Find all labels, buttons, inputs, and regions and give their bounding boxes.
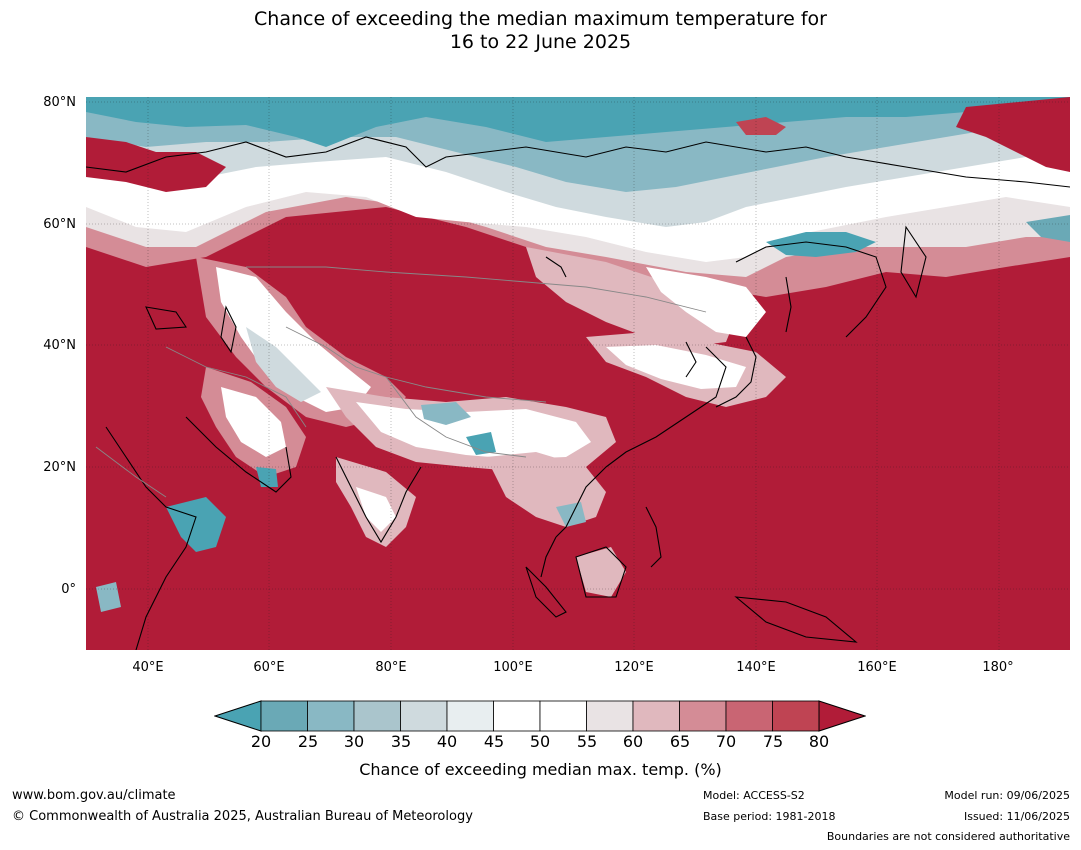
colorbar-bin-35-40 <box>400 700 448 732</box>
tibet-cool-2 <box>466 432 496 455</box>
coast-baikal <box>545 256 567 278</box>
coast-japan <box>715 336 757 408</box>
lon-label-160e: 160°E <box>857 660 897 675</box>
colorbar-tick-25: 25 <box>297 732 319 751</box>
coast-okhotsk <box>735 241 887 338</box>
lon-label-60e: 60°E <box>253 660 285 675</box>
website-link[interactable]: www.bom.gov.au/climate <box>12 788 176 803</box>
colorbar <box>214 700 866 732</box>
title-line-1: Chance of exceeding the median maximum t… <box>254 8 827 30</box>
eastasia-white <box>606 345 746 389</box>
coast-borneo <box>575 546 627 598</box>
colorbar-label: Chance of exceeding median max. temp. (%… <box>359 760 722 779</box>
coast-africa <box>105 426 197 650</box>
lon-label-140e: 140°E <box>736 660 776 675</box>
arctic-warm-patch-taimyr <box>736 117 786 135</box>
colorbar-bin-20-25 <box>260 700 308 732</box>
coast-caspian <box>220 305 237 354</box>
coast-arctic <box>86 136 1070 188</box>
coast-sumatra <box>525 566 567 618</box>
arctic-warm-patch-west <box>86 137 226 192</box>
borneo-65 <box>576 547 626 597</box>
colorbar-bin-45-50 <box>493 700 541 732</box>
coast-china <box>605 346 727 468</box>
country-borders <box>95 266 707 498</box>
colorbar-tick-60: 60 <box>622 732 644 751</box>
band-arctic-20 <box>86 97 1070 147</box>
colorbar-bin-25-30 <box>307 700 355 732</box>
central-asia-white <box>216 267 371 412</box>
boundaries-disclaimer: Boundaries are not considered authoritat… <box>826 830 1070 843</box>
lon-label-180: 180° <box>982 660 1014 675</box>
colorbar-bin-40-45 <box>446 700 494 732</box>
colorbar-tick-75: 75 <box>762 732 784 751</box>
coastlines <box>86 136 1070 650</box>
colorbar-bin-65-70 <box>679 700 727 732</box>
pacific-cool-edge <box>1026 215 1070 242</box>
colorbar-bin-75-80 <box>772 700 820 732</box>
mideast-white <box>221 387 286 457</box>
colorbar-bin-55-60 <box>586 700 634 732</box>
anomaly-map <box>86 97 1070 650</box>
coast-malaya <box>540 536 557 578</box>
mongolia-65 <box>526 247 736 347</box>
arctic-warm-patch-east <box>956 97 1070 172</box>
colorbar-tick-50: 50 <box>529 732 551 751</box>
colorbar-tick-40: 40 <box>436 732 458 751</box>
map-svg <box>86 97 1070 650</box>
coast-indochina <box>555 466 607 538</box>
colorbar-high-arrow <box>818 700 866 732</box>
colorbar-tick-20: 20 <box>250 732 272 751</box>
lon-label-40e: 40°E <box>132 660 164 675</box>
east-africa-cool <box>96 582 121 612</box>
coast-arabia <box>185 416 292 493</box>
horn-africa-cool <box>166 497 226 552</box>
lat-label-60n: 60°N <box>43 217 76 232</box>
colorbar-bin-50-55 <box>539 700 587 732</box>
issued-date: Issued: 11/06/2025 <box>963 810 1070 823</box>
colorbar-tick-70: 70 <box>715 732 737 751</box>
indochina-cool <box>556 502 586 527</box>
colorbar-tick-35: 35 <box>390 732 412 751</box>
colorbar-tick-55: 55 <box>576 732 598 751</box>
lon-label-120e: 120°E <box>614 660 654 675</box>
colorbar-tick-65: 65 <box>669 732 691 751</box>
coast-philippines <box>645 506 662 568</box>
lat-label-20n: 20°N <box>43 460 76 475</box>
colorbar-bin-30-35 <box>353 700 401 732</box>
lon-label-100e: 100°E <box>493 660 533 675</box>
colorbar-bin-70-75 <box>725 700 773 732</box>
colorbar-tick-30: 30 <box>343 732 365 751</box>
manchuria-white <box>646 267 766 337</box>
model-name: Model: ACCESS-S2 <box>703 789 805 802</box>
colorbar-tick-45: 45 <box>483 732 505 751</box>
tibet-cool-1 <box>421 402 471 425</box>
copyright-text: © Commonwealth of Australia 2025, Austra… <box>12 809 473 824</box>
okhotsk-cool-patch <box>766 232 876 257</box>
coast-korea <box>685 341 697 378</box>
lat-label-40n: 40°N <box>43 338 76 353</box>
colorbar-bin-60-65 <box>632 700 680 732</box>
coast-sakhalin <box>785 276 792 333</box>
tibet-white <box>356 402 591 459</box>
lat-label-0: 0° <box>61 582 76 597</box>
colorbar-low-arrow <box>214 700 262 732</box>
coast-newguinea <box>734 596 858 643</box>
model-run-date: Model run: 09/06/2025 <box>944 789 1070 802</box>
coast-kamchatka <box>900 225 927 299</box>
lon-label-80e: 80°E <box>375 660 407 675</box>
coast-india <box>335 456 422 544</box>
lat-label-80n: 80°N <box>43 95 76 110</box>
colorbar-tick-80: 80 <box>808 732 830 751</box>
coast-black-sea <box>145 306 187 330</box>
title-line-2: 16 to 22 June 2025 <box>449 31 632 53</box>
graticule <box>86 97 1070 650</box>
chart-title: Chance of exceeding the median maximum t… <box>0 8 1081 54</box>
central-asia-40 <box>246 327 321 402</box>
india-white <box>356 487 396 532</box>
base-period: Base period: 1981-2018 <box>703 810 836 823</box>
